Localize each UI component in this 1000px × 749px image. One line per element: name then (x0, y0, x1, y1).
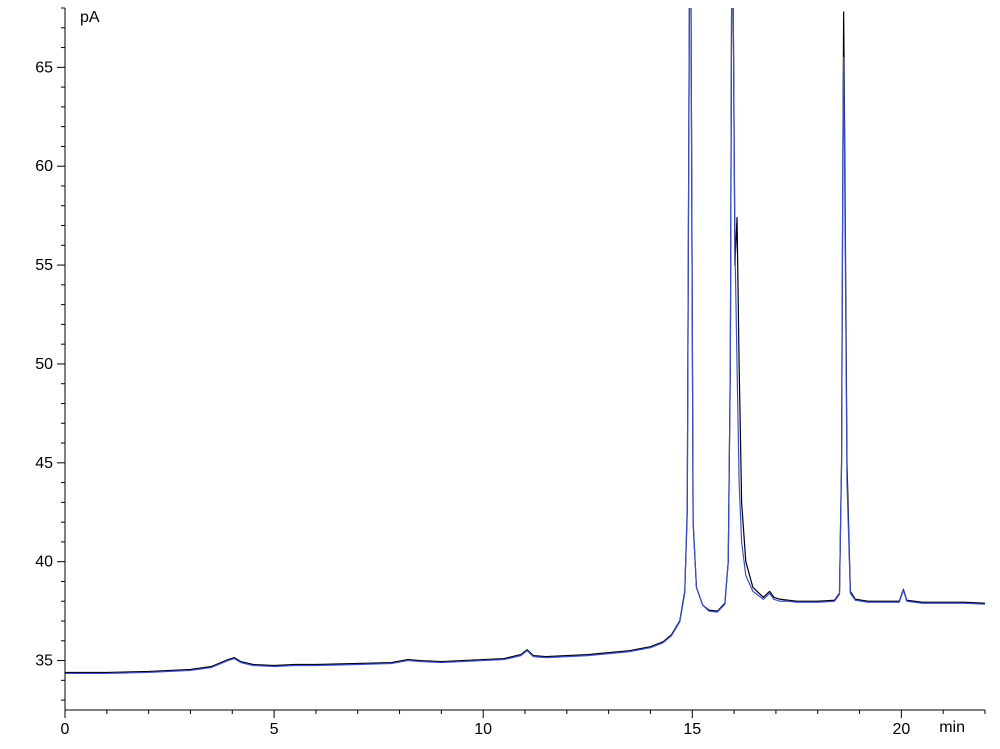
x-tick-label: 0 (61, 721, 70, 738)
y-tick-label: 55 (35, 257, 53, 274)
y-tick-label: 40 (35, 554, 53, 571)
x-axis-label: min (939, 719, 965, 736)
x-tick-label: 5 (270, 721, 279, 738)
x-tick-label: 15 (683, 721, 701, 738)
y-axis-label: pA (80, 9, 100, 26)
chart-svg: 0 5 10 15 20 min 35 40 45 50 55 60 65 pA (0, 0, 1000, 749)
y-tick-label: 35 (35, 653, 53, 670)
y-tick-label: 45 (35, 455, 53, 472)
chromatogram-chart: 0 5 10 15 20 min 35 40 45 50 55 60 65 pA (0, 0, 1000, 749)
x-tick-label: 20 (892, 721, 910, 738)
y-tick-label: 60 (35, 158, 53, 175)
y-tick-label: 50 (35, 356, 53, 373)
x-tick-label: 10 (474, 721, 492, 738)
y-tick-label: 65 (35, 59, 53, 76)
